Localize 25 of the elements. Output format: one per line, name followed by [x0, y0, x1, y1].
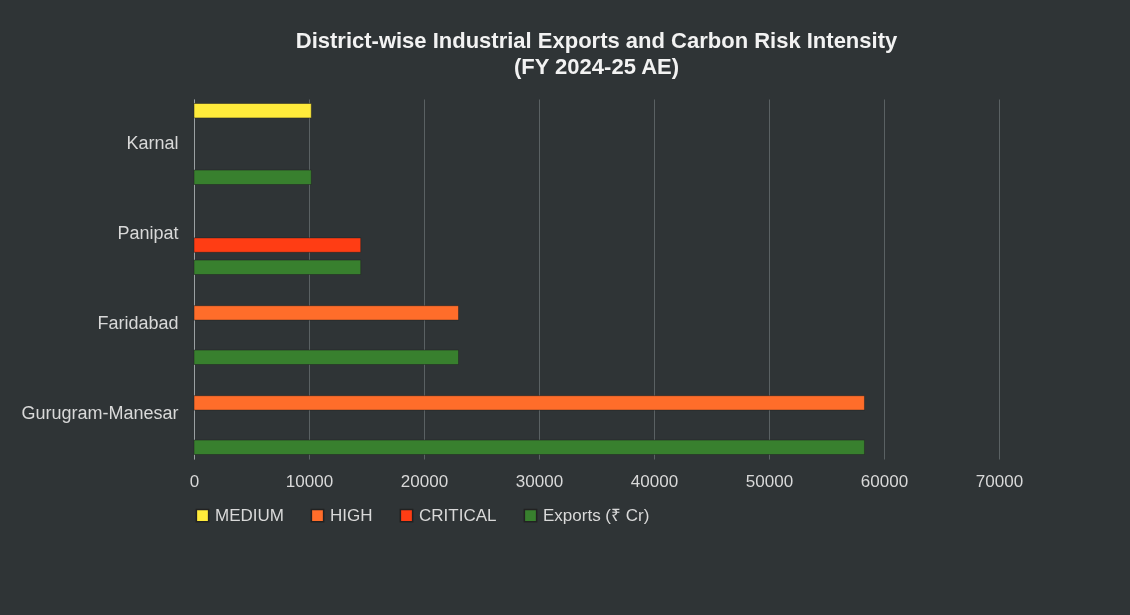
x-tick-label: 0 [189, 471, 200, 491]
x-tick-label: 20000 [400, 471, 449, 491]
bar [193, 349, 459, 365]
legend-label: CRITICAL [419, 505, 497, 525]
x-tick-label: 30000 [515, 471, 564, 491]
x-tick-label: 60000 [860, 471, 909, 491]
legend-label: MEDIUM [215, 505, 284, 525]
y-tick-label: Panipat [117, 223, 179, 243]
chart-title: District-wise Industrial Exports and Carbon Risk Intensity (FY 2024-25 AE) [295, 28, 898, 79]
bar [193, 237, 361, 253]
bar [193, 439, 865, 455]
bar [193, 395, 865, 411]
x-tick-label: 50000 [745, 471, 794, 491]
y-tick-label: Gurugram-Manesar [21, 403, 179, 423]
x-tick-label: 40000 [630, 471, 679, 491]
bar [193, 305, 459, 321]
y-tick-label: Faridabad [97, 313, 179, 333]
legend-label: HIGH [330, 505, 373, 525]
bar [193, 103, 312, 119]
y-tick-label: Karnal [126, 133, 179, 153]
x-tick-label: 10000 [285, 471, 334, 491]
bar [193, 259, 361, 275]
x-tick-label: 70000 [975, 471, 1024, 491]
legend-label: Exports (₹ Cr) [543, 505, 650, 525]
bar [193, 169, 312, 185]
